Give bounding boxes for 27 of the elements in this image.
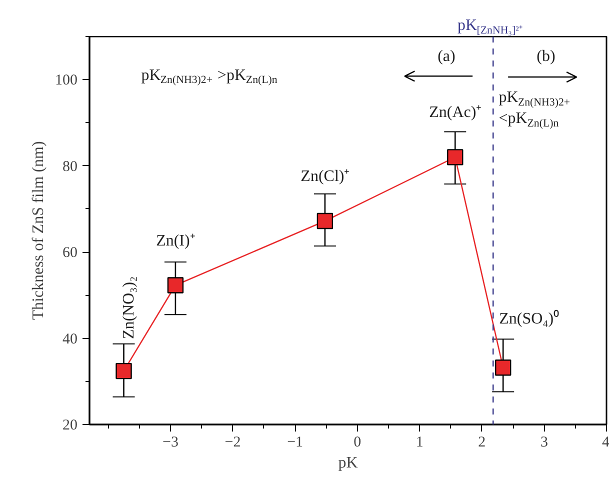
x-tick-label: 1 xyxy=(416,434,424,450)
point xyxy=(316,212,334,230)
point xyxy=(447,149,464,166)
x-tick-label: 0 xyxy=(354,434,362,450)
annotation: (a) xyxy=(438,48,456,65)
y-tick-label: 100 xyxy=(55,72,78,89)
y-tick-label: 80 xyxy=(62,158,78,175)
y-axis-title: Thickness of ZnS film (nm) xyxy=(30,141,47,320)
y-tick-label: 40 xyxy=(62,331,78,348)
y-tick-label: 20 xyxy=(62,418,78,434)
annotation: Zn(Ac)⁺ xyxy=(429,104,482,122)
x-tick-label: −1 xyxy=(287,434,304,450)
x-tick-label: 4 xyxy=(602,434,609,450)
annotation: Zn(Cl)⁺ xyxy=(300,168,350,186)
x-tick-label: 2 xyxy=(478,434,486,450)
point xyxy=(116,362,132,380)
annotation: Zn(NO₃)₂ xyxy=(120,276,138,340)
annotation: Zn(SO₄)⁰ xyxy=(499,310,560,328)
x-tick-label: −3 xyxy=(162,434,178,450)
x-tick-label: −2 xyxy=(224,434,241,450)
point xyxy=(495,359,512,376)
annotation: Zn(I)⁺ xyxy=(156,232,195,250)
x-tick-label: 3 xyxy=(540,434,548,450)
x-axis-title: pK xyxy=(338,454,358,472)
annotation: (b) xyxy=(536,48,556,65)
y-tick-label: 60 xyxy=(62,245,78,262)
point xyxy=(167,277,184,294)
